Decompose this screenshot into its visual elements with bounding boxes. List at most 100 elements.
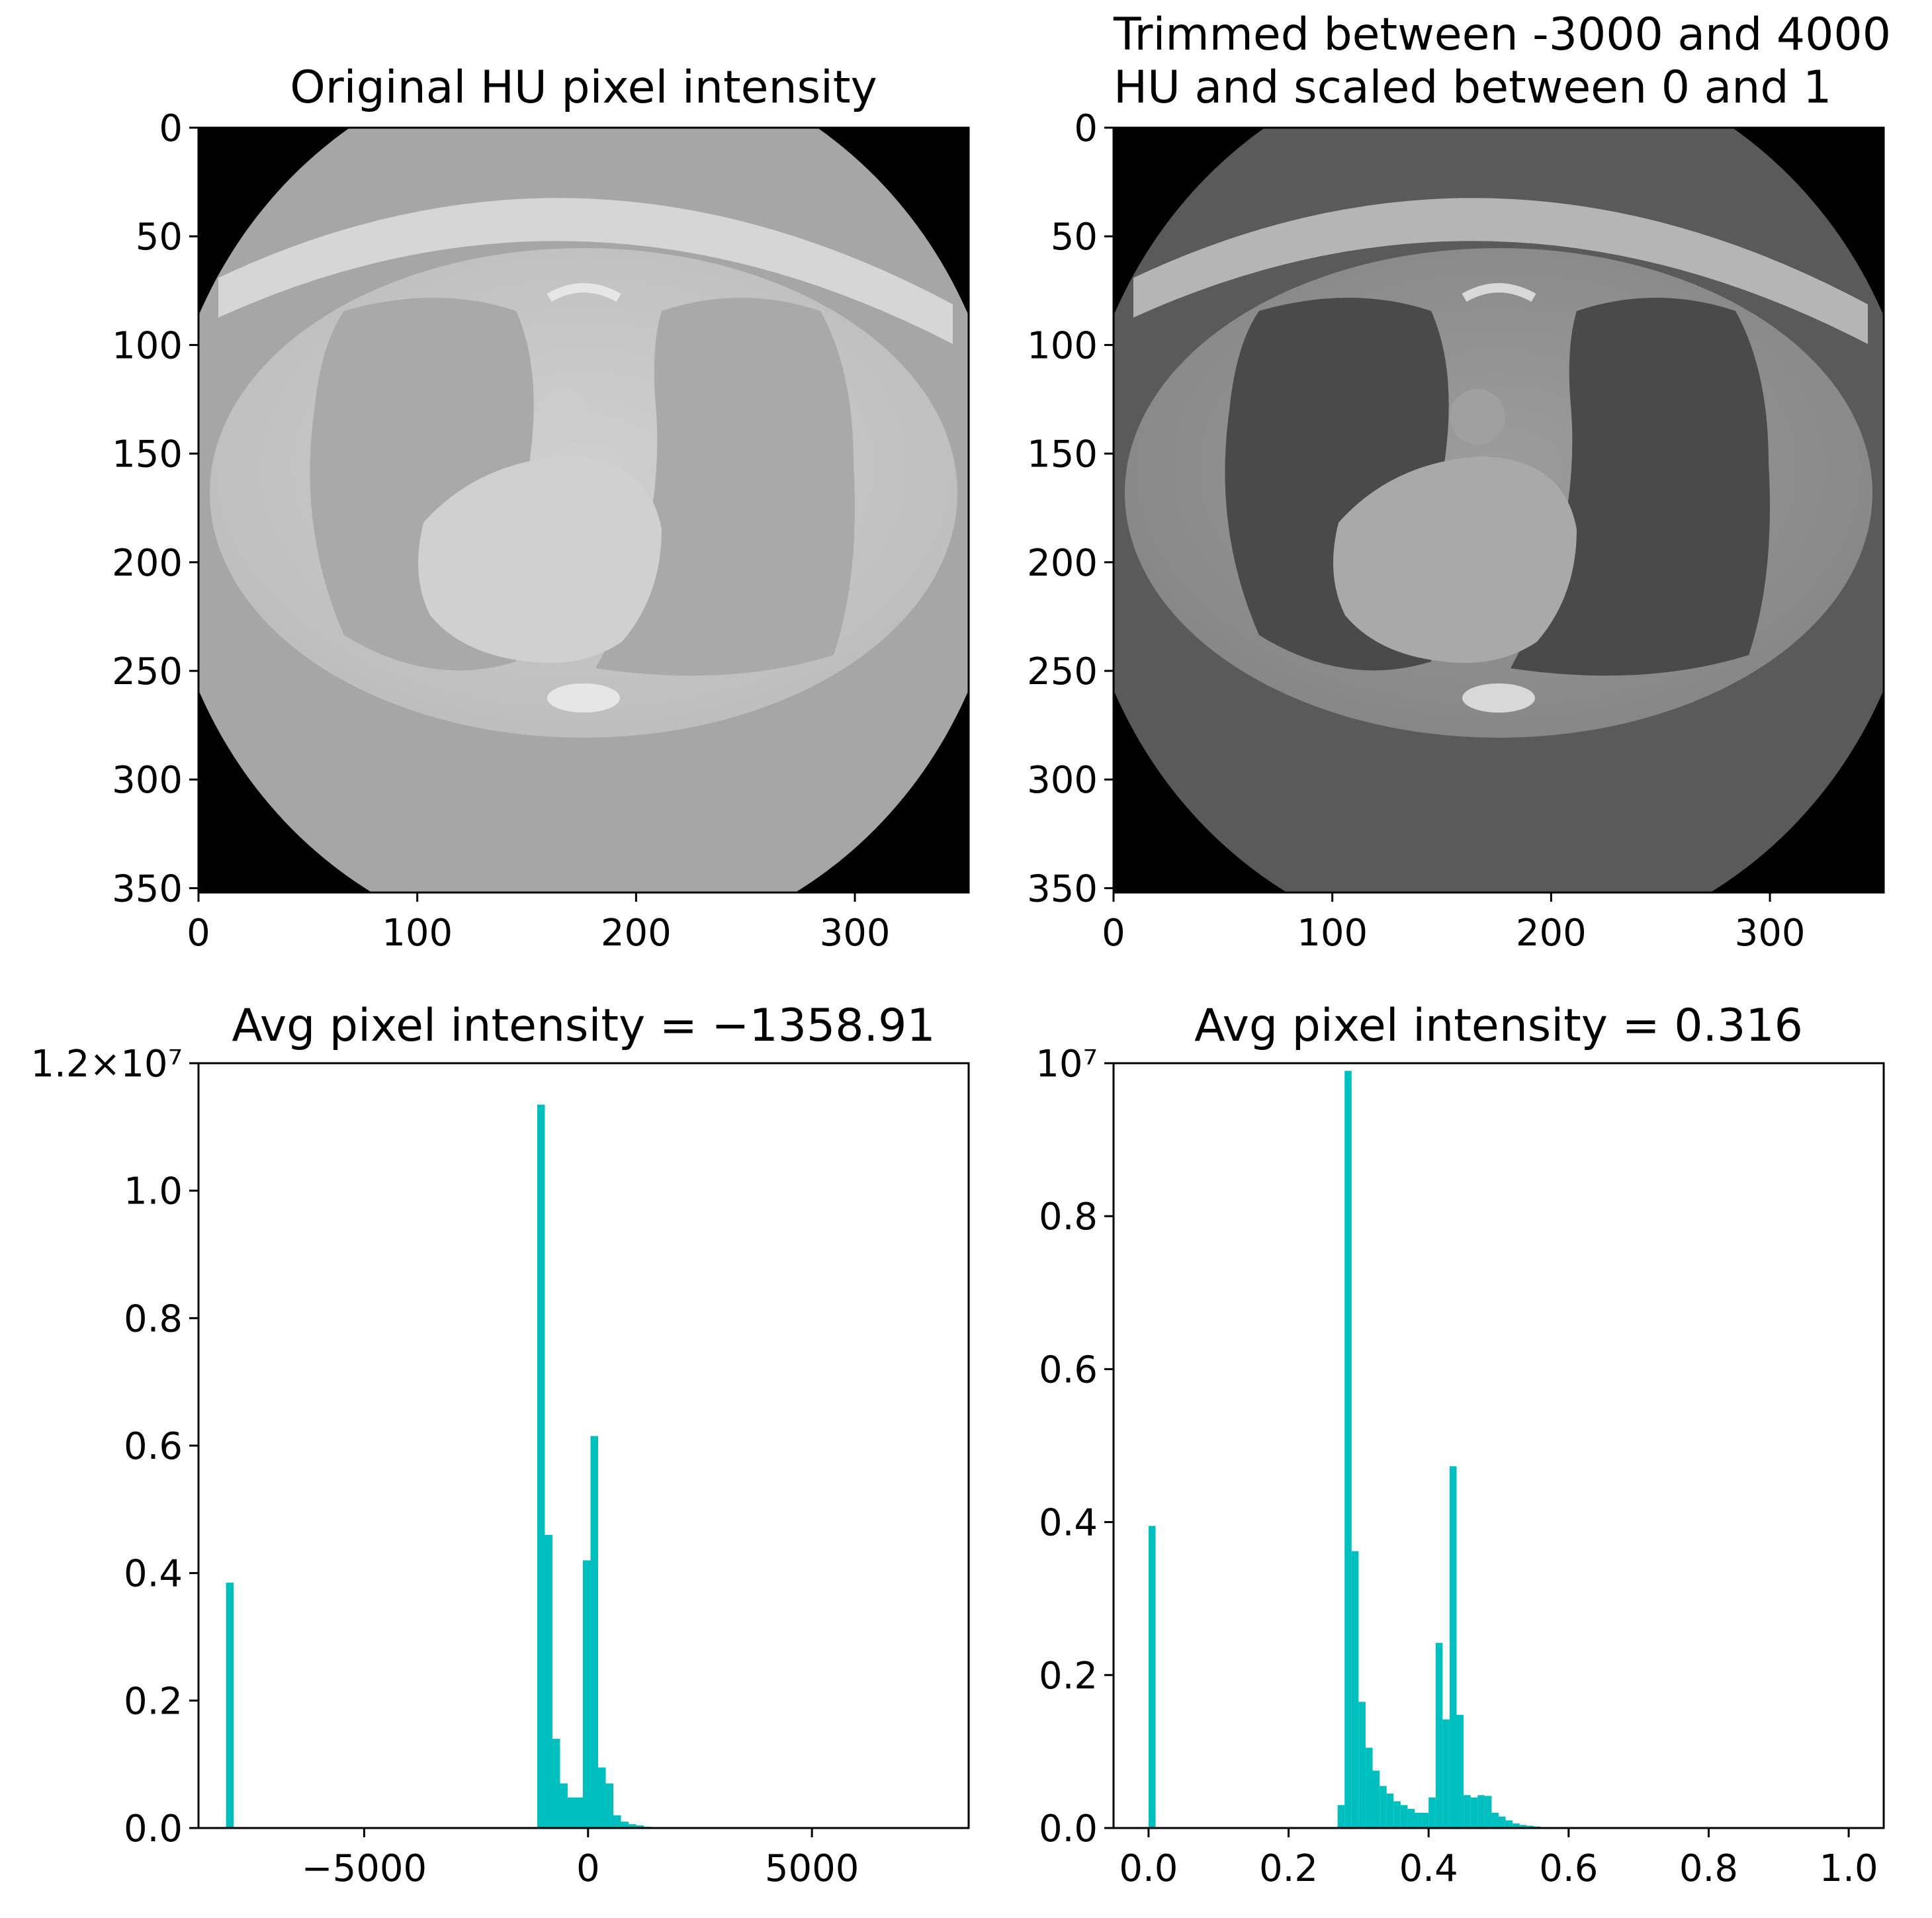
- y-tick-label: 300: [112, 759, 183, 802]
- x-tick-label: 200: [601, 912, 672, 955]
- y-tick-label: 0.6: [124, 1425, 183, 1468]
- histogram-bar: [1435, 1643, 1443, 1828]
- panel-title-scaled-line-1: Trimmed between -3000 and 4000: [1113, 9, 1891, 61]
- histogram-bar: [1372, 1770, 1380, 1828]
- y-tick-label: 250: [1027, 650, 1098, 693]
- x-tick-label: 5000: [765, 1847, 859, 1890]
- y-tick-label: 0.2: [124, 1680, 183, 1723]
- histogram-bar: [567, 1797, 576, 1828]
- panel-title-original: Original HU pixel intensity: [290, 62, 877, 114]
- histogram-bar: [597, 1767, 606, 1828]
- histogram-bar: [545, 1534, 552, 1828]
- x-tick-label: 100: [382, 912, 453, 955]
- histogram-bar: [1386, 1793, 1394, 1828]
- left-lung: [595, 298, 855, 676]
- histogram-bar: [1400, 1805, 1408, 1828]
- ct-scan-image-scaled: [1114, 128, 1884, 893]
- histogram-bar: [1519, 1825, 1527, 1828]
- histogram-bar: [1505, 1820, 1513, 1828]
- histogram-bar: [1484, 1796, 1492, 1828]
- y-tick-label: 0: [159, 107, 183, 150]
- x-tick-label: 100: [1297, 912, 1368, 955]
- panel-title-scaled-line-2: HU and scaled between 0 and 1: [1114, 62, 1831, 114]
- y-tick-label: 350: [112, 867, 183, 910]
- x-tick-label: 0.0: [1119, 1847, 1178, 1890]
- histogram-bar: [590, 1436, 598, 1828]
- histogram-bar: [1499, 1816, 1506, 1828]
- ct-scan-image-original: [198, 128, 969, 893]
- image-frame: [1112, 126, 1885, 894]
- spine: [1462, 683, 1535, 713]
- histogram-bar: [1344, 1070, 1352, 1828]
- y-tick-label: 1.0: [124, 1170, 183, 1213]
- histogram-panel-scaled: Avg pixel intensity = 0.316 0.0 0.2 0.4 0.6…: [1035, 1000, 1885, 1890]
- histogram-bar: [1456, 1714, 1464, 1828]
- y-tick-label: 0.2: [1039, 1655, 1098, 1698]
- histogram-bar: [575, 1797, 583, 1828]
- y-tick-label: 150: [112, 433, 183, 476]
- sternum: [547, 283, 621, 302]
- histogram-bar: [1513, 1823, 1520, 1828]
- histogram-bar: [1491, 1812, 1499, 1828]
- histogram-bar: [1358, 1702, 1366, 1828]
- histogram-bar: [636, 1825, 644, 1828]
- table-band: [1133, 198, 1868, 344]
- y-tick-label: 0.0: [124, 1808, 183, 1851]
- y-axis: 0.0 0.2 0.4 0.6 0.8 10⁷: [1035, 1043, 1114, 1851]
- y-tick-label: 0.4: [1039, 1502, 1098, 1545]
- x-tick-label: −5000: [302, 1847, 427, 1890]
- x-axis: 0 100 200 300: [1102, 893, 1805, 955]
- x-tick-label: 0.2: [1259, 1847, 1318, 1890]
- histogram-bar: [552, 1739, 560, 1828]
- x-axis: 0 100 200 300: [187, 893, 890, 955]
- table-band: [218, 198, 953, 344]
- y-tick-label: 300: [1027, 759, 1098, 802]
- histogram-bars: [226, 1104, 652, 1828]
- x-tick-label: 0.8: [1679, 1847, 1738, 1890]
- x-tick-label: 0.6: [1539, 1847, 1598, 1890]
- histogram-bar: [1470, 1797, 1478, 1828]
- ct-image-panel-original: Original HU pixel intensity 0 100 200 300 0…: [112, 62, 970, 955]
- histogram-bar: [1407, 1809, 1415, 1828]
- y-tick-label: 10⁷: [1035, 1043, 1098, 1086]
- y-tick-label: 0.0: [1039, 1808, 1098, 1851]
- ct-image-panel-scaled: Trimmed between -3000 and 4000 HU and sc…: [1027, 9, 1891, 955]
- histogram-bar: [1428, 1797, 1436, 1828]
- histogram-bar: [1148, 1526, 1156, 1828]
- y-tick-label: 200: [1027, 542, 1098, 585]
- histogram-title-original: Avg pixel intensity = −1358.91: [232, 1000, 935, 1052]
- histogram-bar: [1415, 1812, 1422, 1828]
- histogram-bar: [1337, 1805, 1345, 1828]
- y-tick-label: 100: [1027, 324, 1098, 367]
- y-tick-label: 50: [1051, 216, 1098, 259]
- y-tick-label: 1.2×10⁷: [30, 1043, 183, 1086]
- y-tick-label: 0.8: [1039, 1196, 1098, 1239]
- x-axis: −5000 0 5000: [302, 1828, 859, 1890]
- y-tick-label: 250: [112, 650, 183, 693]
- histogram-bar: [560, 1783, 568, 1828]
- histogram-bar: [1393, 1801, 1401, 1828]
- histogram-bar: [1449, 1466, 1457, 1828]
- histogram-bar: [629, 1824, 637, 1828]
- histogram-title-scaled: Avg pixel intensity = 0.316: [1194, 1000, 1803, 1052]
- aorta: [535, 389, 590, 445]
- y-tick-label: 0.6: [1039, 1348, 1098, 1391]
- x-tick-label: 200: [1516, 912, 1587, 955]
- histogram-bar: [613, 1815, 621, 1828]
- histogram-bar: [226, 1583, 234, 1828]
- histogram-bar: [582, 1560, 591, 1828]
- plot-frame: [1112, 1062, 1885, 1829]
- image-frame: [197, 126, 970, 894]
- x-tick-label: 0: [187, 912, 210, 955]
- histogram-bar: [1421, 1812, 1429, 1828]
- histogram-bar: [1380, 1786, 1387, 1828]
- aorta: [1450, 389, 1505, 445]
- y-tick-label: 50: [136, 216, 183, 259]
- y-tick-label: 350: [1027, 867, 1098, 910]
- sternum: [1462, 283, 1536, 302]
- heart: [1333, 457, 1577, 663]
- y-tick-label: 0: [1074, 107, 1098, 150]
- y-tick-label: 150: [1027, 433, 1098, 476]
- x-tick-label: 300: [820, 912, 891, 955]
- histogram-bar: [605, 1783, 614, 1828]
